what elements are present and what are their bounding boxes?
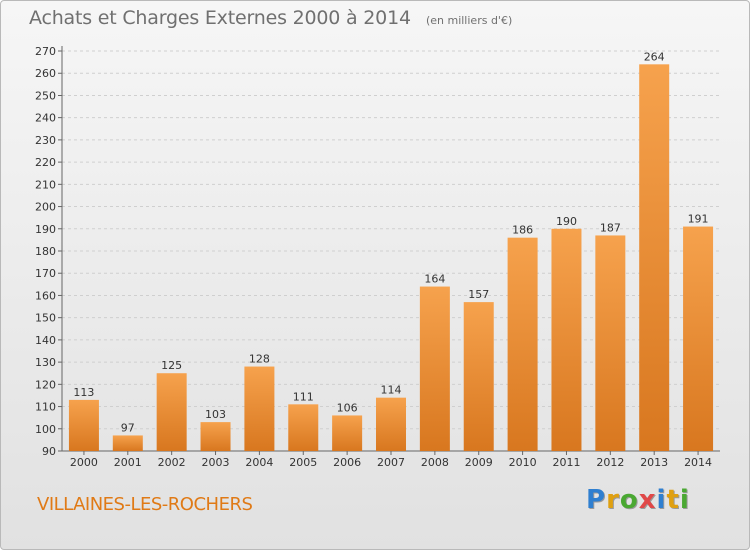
y-tick-label: 170 [35,267,56,280]
value-label-2001: 97 [121,421,135,434]
value-label-2009: 157 [468,288,489,301]
bar-2010 [507,237,538,451]
value-label-2012: 187 [600,221,621,234]
labels: 113 2000 97 2001 125 2002 103 2003 128 2004 111 200… [70,50,712,469]
y-tick-label: 140 [35,334,56,347]
y-tick-label: 160 [35,289,56,302]
x-tick-label-2002: 2002 [158,456,186,469]
y-tick-label: 200 [35,201,56,214]
bar-2002 [156,373,187,451]
y-tick-label: 230 [35,134,56,147]
bar-2006 [332,415,363,451]
y-tick-label: 180 [35,245,56,258]
y-tick-label: 120 [35,378,56,391]
bar-2014 [683,226,714,451]
y-tick-label: 260 [35,67,56,80]
x-tick-label-2012: 2012 [596,456,624,469]
x-tick-label-2010: 2010 [509,456,537,469]
y-tick-label: 150 [35,312,56,325]
value-label-2004: 128 [249,353,270,366]
bar-2000 [68,399,99,451]
value-label-2008: 164 [424,273,445,286]
value-label-2011: 190 [556,215,577,228]
place-name: VILLAINES-LES-ROCHERS [37,494,253,515]
bar-2011 [551,228,582,451]
value-label-2002: 125 [161,359,182,372]
bars [68,64,714,452]
bar-2005 [288,404,319,451]
bar-2008 [419,286,450,451]
value-label-2013: 264 [644,50,665,63]
y-tick-label: 110 [35,401,56,414]
y-tick-label: 100 [35,423,56,436]
x-tick-label-2013: 2013 [640,456,668,469]
x-tick-label-2014: 2014 [684,456,712,469]
bar-2007 [376,397,406,451]
bar-2004 [244,366,275,451]
bar-2013 [639,64,670,452]
value-label-2007: 114 [381,384,402,397]
value-label-2000: 113 [73,386,94,399]
y-tick-label: 130 [35,356,56,369]
y-tick-label: 220 [35,156,56,169]
y-tick-label: 210 [35,178,56,191]
value-label-2006: 106 [337,401,358,414]
x-tick-label-2009: 2009 [465,456,493,469]
bar-2001 [112,435,143,451]
x-tick-label-2000: 2000 [70,456,98,469]
x-tick-label-2001: 2001 [114,456,142,469]
x-tick-label-2004: 2004 [245,456,273,469]
value-label-2005: 111 [293,390,314,403]
x-tick-label-2008: 2008 [421,456,449,469]
x-tick-label-2006: 2006 [333,456,361,469]
bar-2012 [595,235,626,451]
title-row: Achats et Charges Externes 2000 à 2014 (… [29,7,512,29]
x-tick-label-2011: 2011 [552,456,580,469]
y-tick-label: 190 [35,223,56,236]
bar-2009 [463,302,494,451]
x-tick-label-2005: 2005 [289,456,317,469]
y-tick-label: 90 [42,445,56,458]
value-label-2003: 103 [205,408,226,421]
x-tick-label-2007: 2007 [377,456,405,469]
bar-2003 [200,422,231,451]
proxiti-logo[interactable]: Proxiti [586,485,690,515]
y-tick-label: 270 [35,45,56,58]
chart-title: Achats et Charges Externes 2000 à 2014 [29,7,411,29]
x-tick-label-2003: 2003 [202,456,230,469]
y-tick-label: 240 [35,112,56,125]
value-label-2010: 186 [512,224,533,237]
chart-subtitle: (en milliers d'€) [425,14,513,27]
y-tick-label: 250 [35,89,56,102]
value-label-2014: 191 [688,213,709,226]
